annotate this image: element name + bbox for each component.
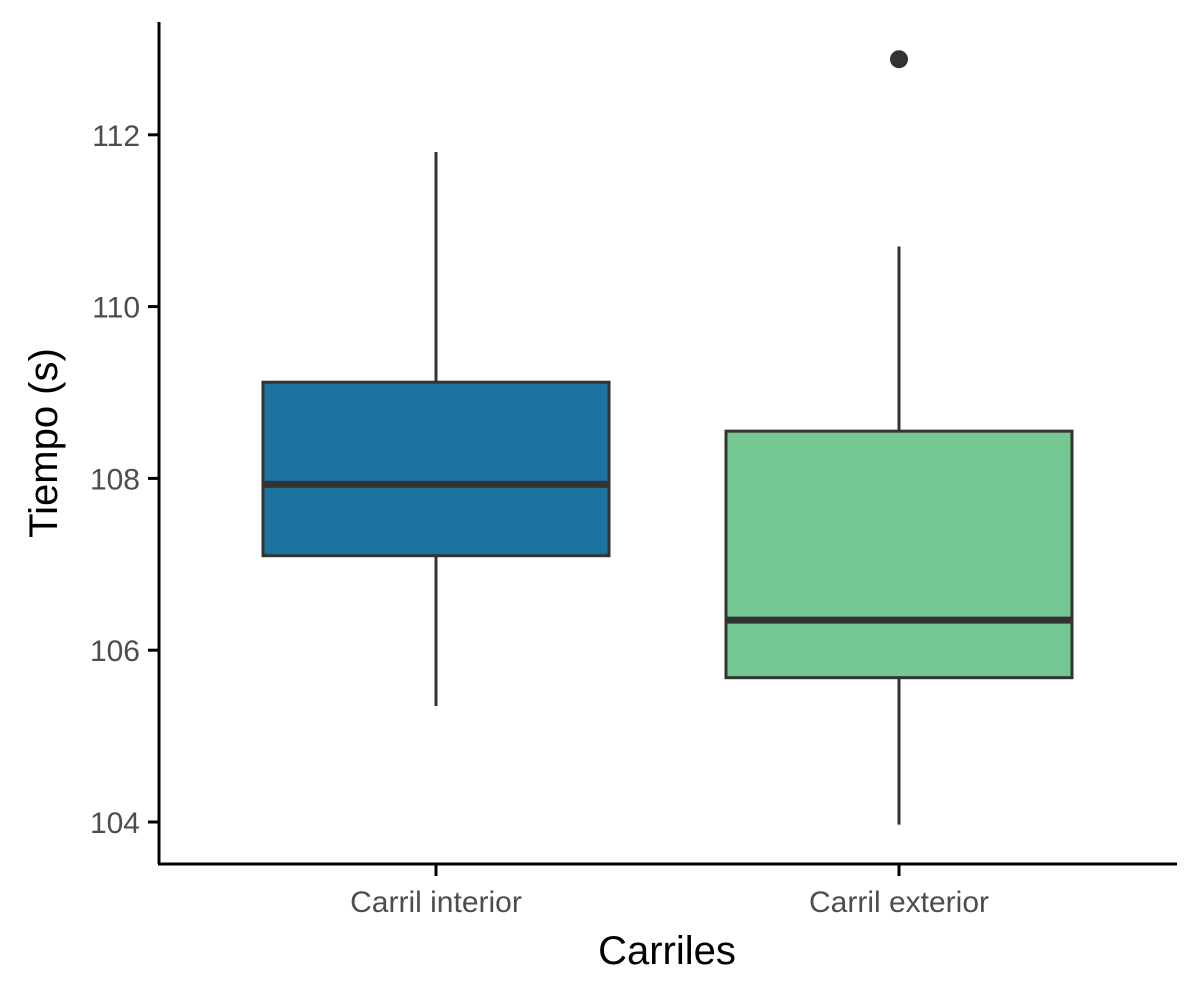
y-tick-label: 112	[92, 120, 140, 153]
x-axis-title: Carriles	[598, 929, 736, 973]
x-tick-label: Carril interior	[350, 886, 522, 919]
plot-marks	[261, 50, 1074, 825]
box-group-carril-exterior	[724, 50, 1074, 825]
outlier-point	[890, 50, 908, 69]
box-group-carril-interior	[261, 151, 611, 707]
y-tick-label: 110	[92, 292, 140, 325]
y-axis-ticks: 104 106 108 110 112	[90, 120, 159, 840]
y-tick-label: 108	[90, 463, 140, 496]
box-iqr	[261, 380, 611, 558]
x-axis-ticks: Carril interior Carril exterior	[350, 864, 989, 919]
x-tick-label: Carril exterior	[809, 886, 989, 919]
box-iqr	[724, 429, 1074, 680]
y-tick-label: 104	[90, 807, 140, 840]
y-axis-title: Tiempo (s)	[22, 348, 66, 538]
y-tick-label: 106	[90, 635, 140, 668]
